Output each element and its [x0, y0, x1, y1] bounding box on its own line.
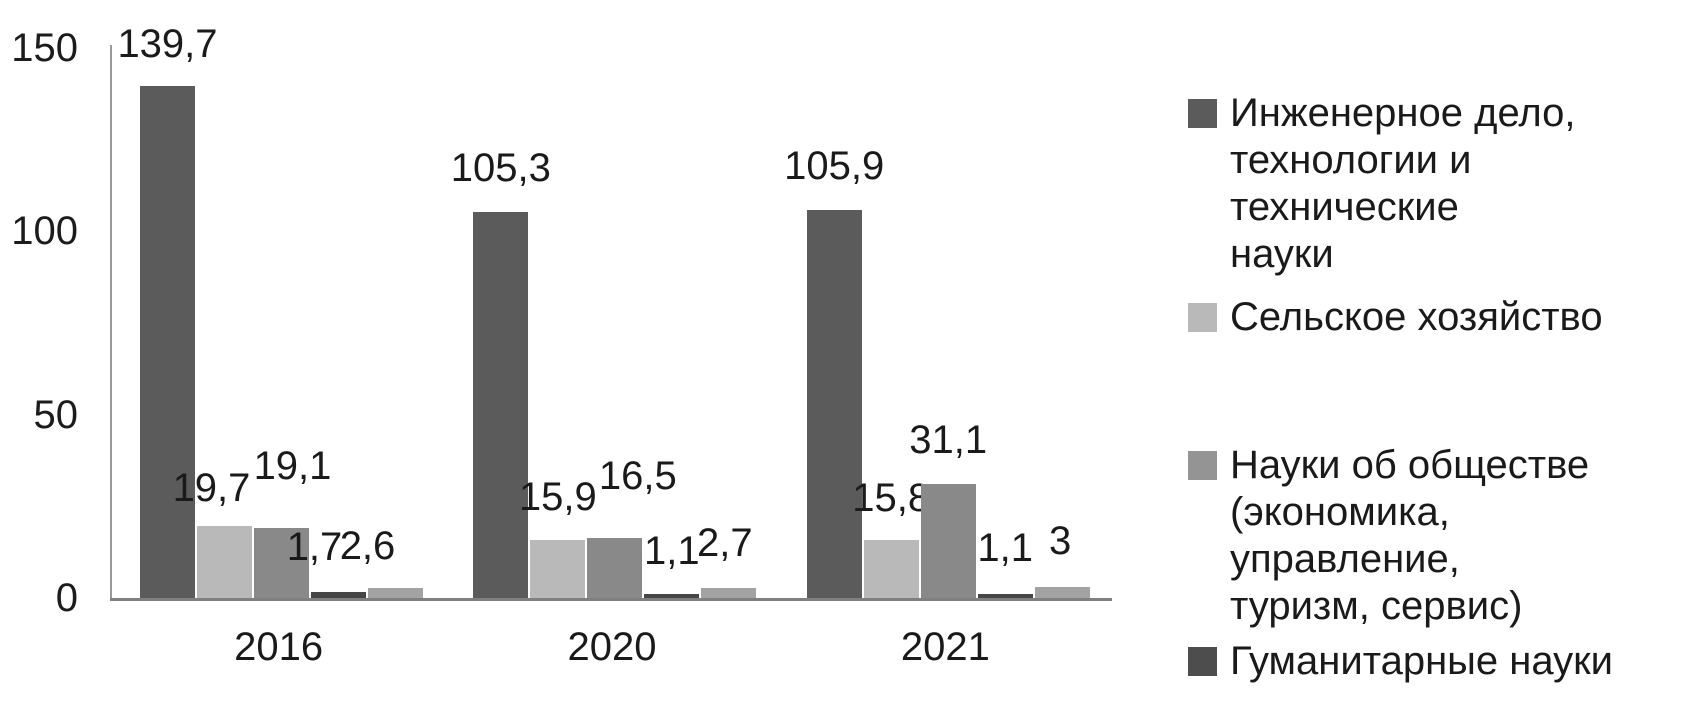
data-label: 1,1 [977, 525, 1033, 570]
data-label: 2,7 [697, 521, 753, 566]
legend-swatch [1188, 451, 1217, 480]
data-label: 31,1 [909, 417, 988, 462]
legend-swatch [1188, 99, 1217, 128]
bar-2020-series3 [587, 537, 643, 598]
bar-2020-series5 [701, 588, 757, 598]
y-axis-tick-label: 150 [11, 26, 78, 70]
legend-item-label: Сельское хозяйство [1230, 295, 1603, 339]
legend-item: Гуманитарные науки [1188, 638, 1658, 685]
x-axis-category-label: 2016 [234, 625, 324, 669]
legend-item-label: Инженерное дело, технологии и технически… [1230, 91, 1576, 276]
legend-item-label: Науки об обществе (экономика, управление… [1230, 443, 1590, 628]
data-label: 15,9 [518, 474, 597, 519]
legend-swatch [1188, 303, 1217, 332]
data-label: 3 [1049, 519, 1072, 563]
data-label: 105,9 [784, 143, 885, 188]
bar-2020-series4 [644, 593, 700, 598]
legend-item: Сельское хозяйство [1188, 294, 1658, 341]
data-label: 139,7 [117, 21, 218, 66]
bar-2021-series1 [806, 209, 862, 598]
data-label: 105,3 [450, 145, 551, 190]
legend-item: Науки об обществе (экономика, управление… [1188, 442, 1658, 630]
data-label: 1,1 [644, 528, 700, 573]
y-axis-line [110, 45, 112, 601]
x-axis-category-label: 2020 [567, 625, 657, 669]
x-axis-line [110, 598, 1112, 601]
y-axis-tick-label: 100 [11, 209, 78, 254]
bar-2016-series2 [197, 525, 252, 598]
bar-2021-series5 [1034, 587, 1090, 598]
y-axis-tick-label: 50 [33, 392, 79, 437]
data-label: 1,7 [286, 524, 343, 569]
bar-2016-series5 [368, 588, 423, 598]
data-label: 2,6 [339, 524, 396, 569]
data-label: 16,5 [598, 453, 677, 498]
y-axis-tick-label: 0 [55, 576, 78, 620]
bar-2021-series4 [977, 593, 1033, 598]
legend-item-label: Гуманитарные науки [1230, 639, 1614, 683]
x-axis-category-label: 2021 [900, 625, 990, 669]
chart-legend: Инженерное дело, технологии и технически… [1188, 90, 1658, 685]
data-label: 19,7 [172, 465, 251, 510]
bar-2016-series3 [254, 527, 309, 598]
bar-2021-series2 [863, 540, 919, 598]
legend-item: Инженерное дело, технологии и технически… [1188, 90, 1658, 278]
bar-2016-series4 [311, 591, 366, 598]
bar-2021-series3 [920, 483, 976, 598]
bar-2016-series1 [140, 85, 195, 598]
bar-2020-series1 [473, 211, 529, 598]
data-label: 15,8 [852, 476, 931, 521]
bar-2020-series2 [530, 539, 586, 598]
legend-swatch [1188, 647, 1217, 676]
data-label: 19,1 [253, 443, 332, 488]
